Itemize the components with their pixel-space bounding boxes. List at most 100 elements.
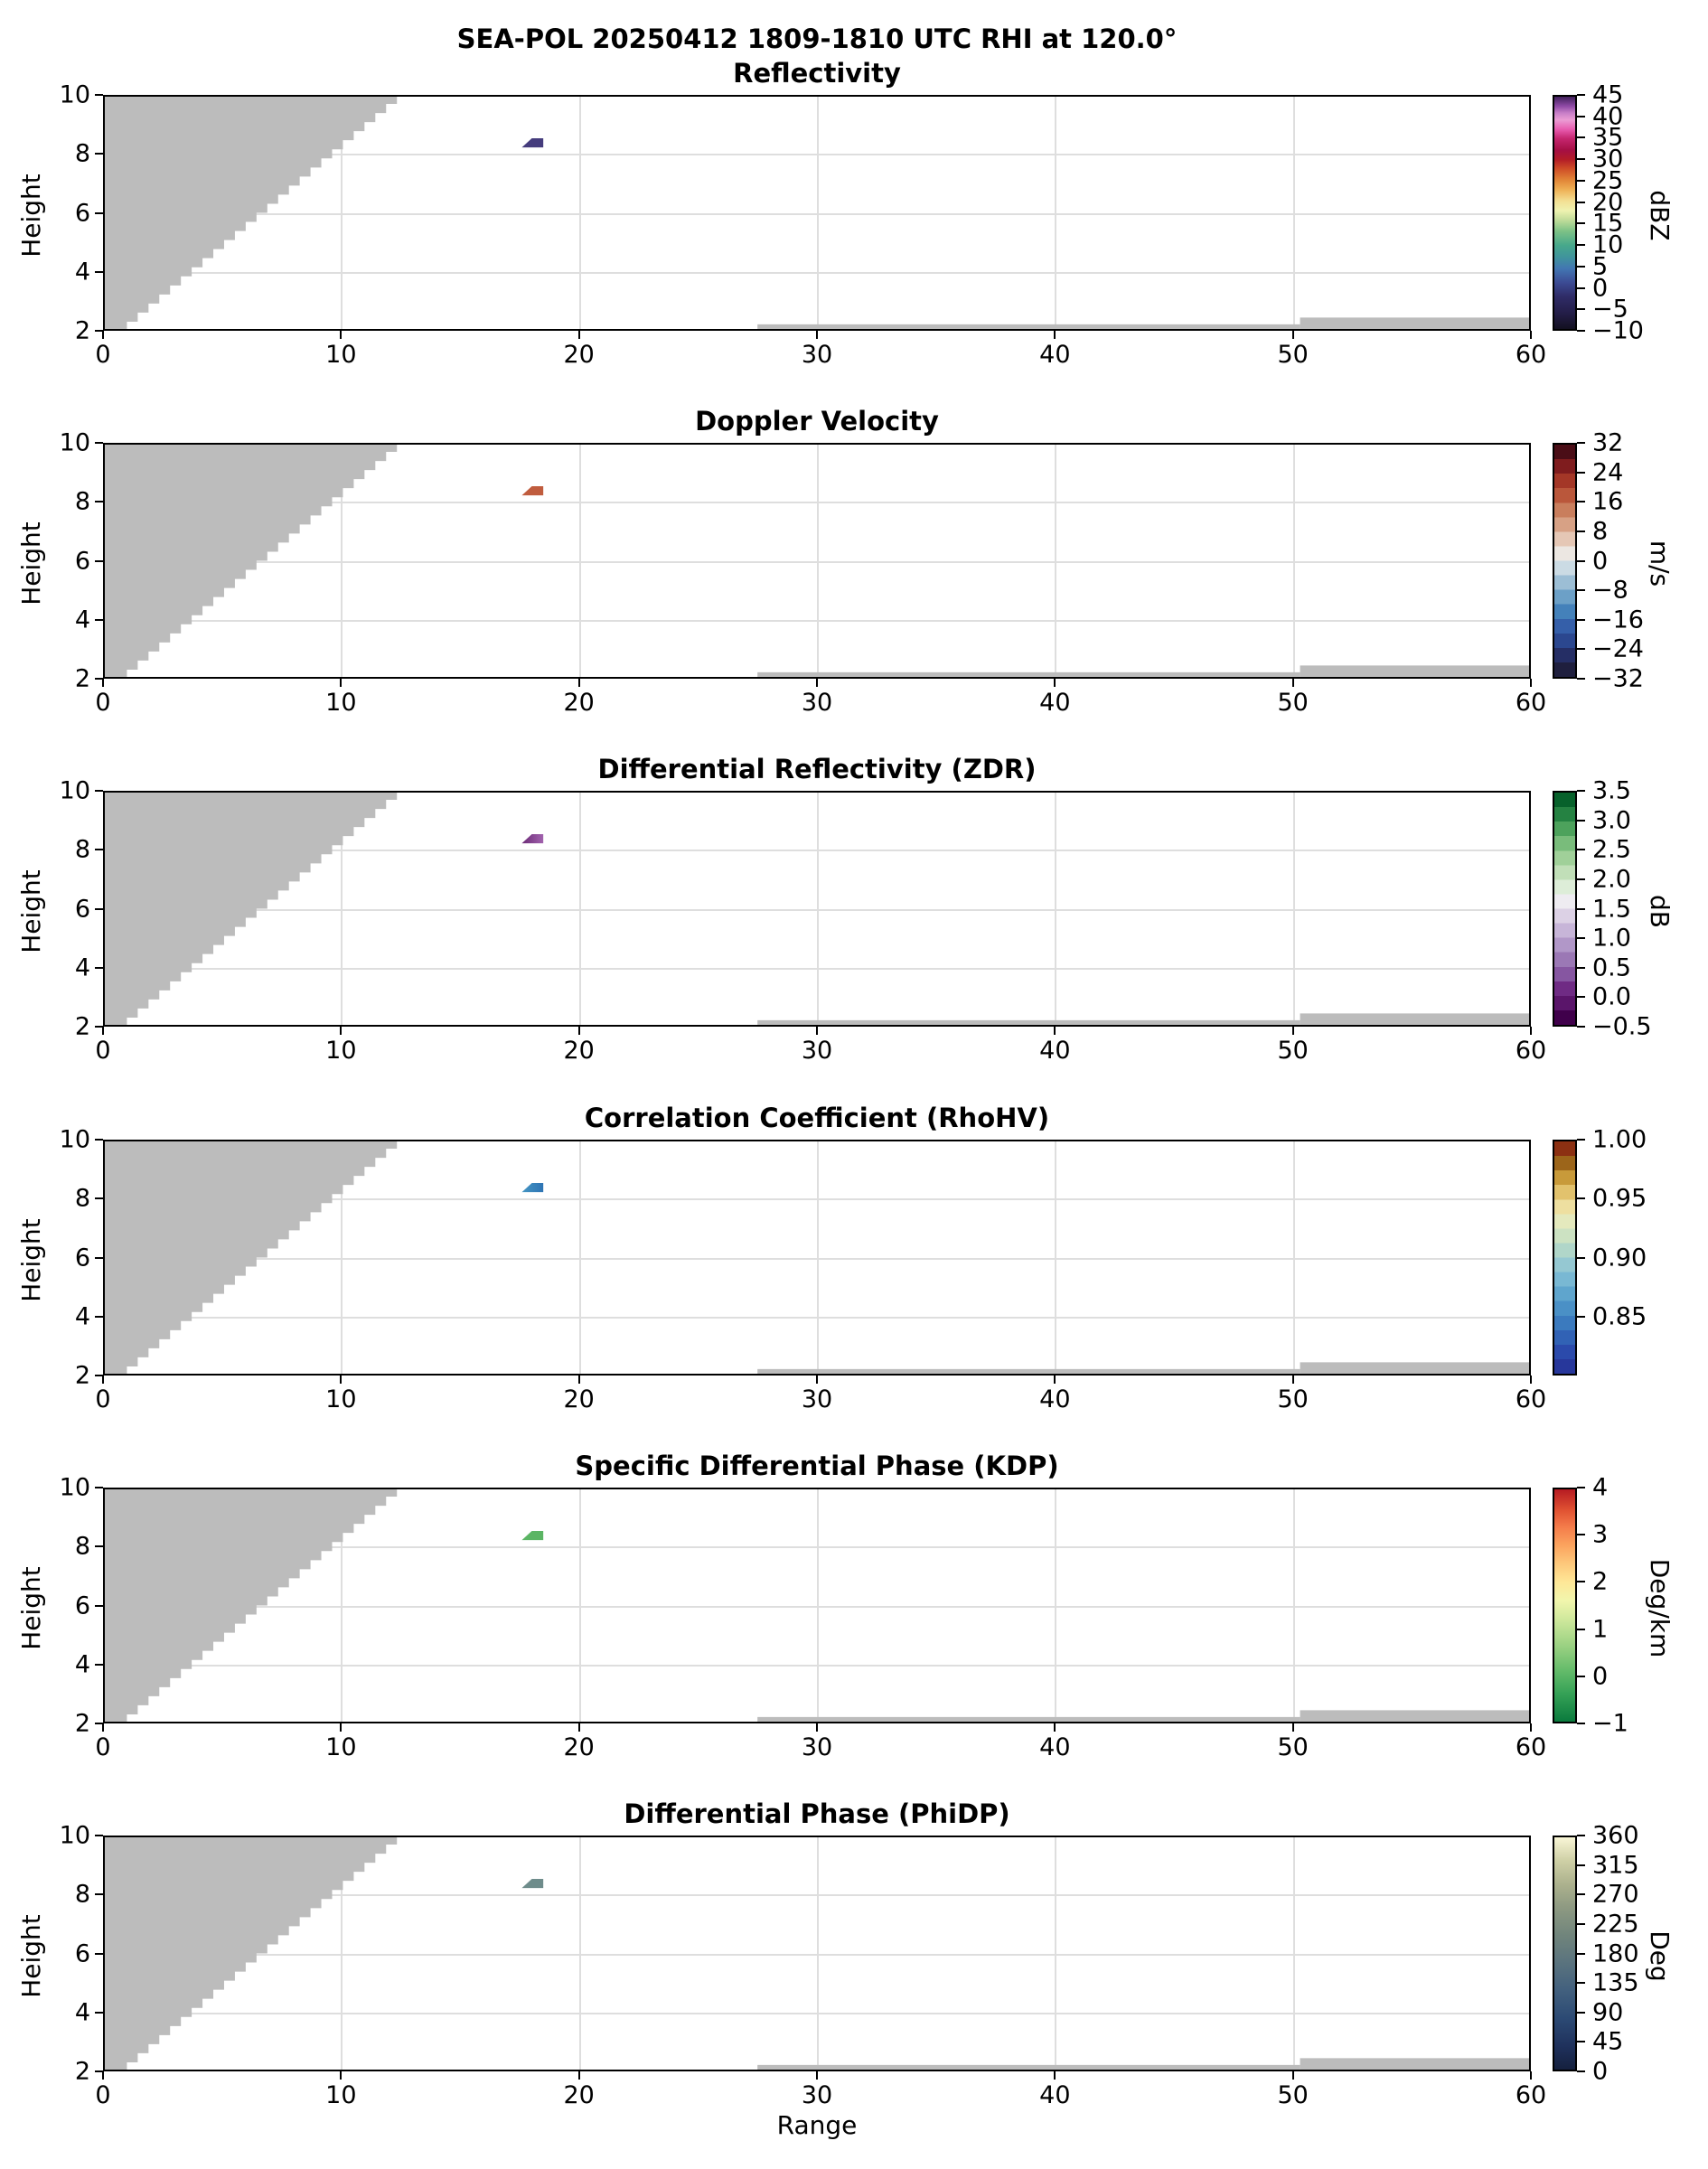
x-tick-label: 10 xyxy=(325,2081,357,2109)
y-tick-mark xyxy=(95,1545,103,1548)
panel-title: Doppler Velocity xyxy=(695,406,939,437)
x-tick-mark xyxy=(1530,1376,1532,1384)
y-tick-mark xyxy=(95,1315,103,1318)
y-tick-label: 2 xyxy=(74,1361,90,1390)
x-tick-label: 30 xyxy=(801,689,833,717)
data-layer xyxy=(103,95,1531,331)
grid-line-horizontal xyxy=(103,502,1531,504)
colorbar-tick-mark xyxy=(1577,1982,1585,1985)
y-tick-mark xyxy=(95,1604,103,1607)
x-tick-label: 20 xyxy=(563,1733,595,1761)
x-tick-mark xyxy=(102,1376,104,1384)
colorbar-tick-label: −24 xyxy=(1592,634,1644,663)
x-tick-mark xyxy=(1054,679,1056,687)
colorbar-tick-label: 90 xyxy=(1592,1998,1624,2027)
colorbar-tick-mark xyxy=(1577,115,1585,117)
colorbar-tick-mark xyxy=(1577,265,1585,268)
colorbar-tick-mark xyxy=(1577,559,1585,562)
y-tick-label: 6 xyxy=(74,1244,90,1272)
echo-patch xyxy=(521,1182,544,1193)
colorbar-tick-mark xyxy=(1577,1835,1585,1836)
colorbar-unit-label: dB xyxy=(1645,895,1675,928)
colorbar-tick-mark xyxy=(1577,1893,1585,1896)
x-tick-mark xyxy=(816,1027,818,1035)
colorbar-tick-mark xyxy=(1577,94,1585,96)
y-tick-label: 6 xyxy=(74,199,90,227)
colorbar-tick-mark xyxy=(1577,1628,1585,1630)
grid-line-horizontal xyxy=(103,1894,1531,1897)
y-tick-mark xyxy=(95,1487,103,1488)
colorbar-unit-label: Deg/km xyxy=(1645,1558,1675,1658)
x-tick-label: 20 xyxy=(563,2081,595,2109)
x-tick-mark xyxy=(577,2071,580,2080)
data-layer xyxy=(103,1836,1531,2071)
colorbar-tick-label: 45 xyxy=(1592,80,1624,109)
grid-line-horizontal xyxy=(103,1316,1531,1319)
x-tick-mark xyxy=(1291,2071,1294,2080)
y-tick-mark xyxy=(95,1139,103,1141)
blocked-wedge xyxy=(103,95,398,331)
colorbar-unit-label: m/s xyxy=(1645,540,1675,587)
blocked-wedge xyxy=(103,1488,398,1723)
colorbar-tick-mark xyxy=(1577,937,1585,940)
x-tick-label: 30 xyxy=(801,1037,833,1065)
colorbar-tick-label: 1 xyxy=(1592,1615,1609,1644)
x-tick-label: 50 xyxy=(1277,1385,1309,1413)
x-tick-mark xyxy=(340,1723,343,1732)
x-tick-label: 40 xyxy=(1039,1733,1071,1761)
colorbar-tick-label: 360 xyxy=(1592,1821,1639,1850)
x-tick-mark xyxy=(1291,331,1294,339)
colorbar-tick-label: 5 xyxy=(1592,252,1609,281)
colorbar-tick-mark xyxy=(1577,330,1585,332)
blocked-strip xyxy=(1300,1362,1531,1376)
y-tick-label: 10 xyxy=(59,1473,90,1502)
y-tick-mark xyxy=(95,790,103,792)
y-tick-label: 6 xyxy=(74,895,90,923)
colorbar-tick-mark xyxy=(1577,1581,1585,1583)
colorbar-tick-label: 16 xyxy=(1592,487,1624,516)
y-tick-mark xyxy=(95,1835,103,1836)
colorbar-tick-label: 35 xyxy=(1592,123,1624,152)
colorbar-tick-mark xyxy=(1577,136,1585,139)
plot-area xyxy=(103,1488,1531,1723)
colorbar-tick-mark xyxy=(1577,1139,1585,1141)
colorbar-tick-label: −1 xyxy=(1592,1709,1628,1738)
data-layer xyxy=(103,1140,1531,1376)
x-tick-mark xyxy=(102,679,104,687)
x-tick-mark xyxy=(1530,1723,1532,1732)
y-tick-mark xyxy=(95,330,103,332)
grid-layer xyxy=(103,1140,1531,1376)
y-tick-label: 10 xyxy=(59,1821,90,1850)
colorbar-tick-mark xyxy=(1577,790,1585,792)
colorbar-tick-label: 0 xyxy=(1592,547,1609,575)
colorbar-unit-label: Deg xyxy=(1645,1930,1675,1982)
colorbar-tick-label: −5 xyxy=(1592,295,1628,324)
y-tick-label: 8 xyxy=(74,1880,90,1909)
blocked-wedge xyxy=(103,1140,398,1376)
y-tick-label: 6 xyxy=(74,547,90,575)
colorbar-tick-label: 2 xyxy=(1592,1567,1609,1596)
grid-line-horizontal xyxy=(103,1664,1531,1667)
plot-area xyxy=(103,1140,1531,1376)
colorbar-tick-mark xyxy=(1577,1952,1585,1955)
colorbar-tick-label: 1.00 xyxy=(1592,1125,1647,1154)
x-tick-label: 50 xyxy=(1277,341,1309,369)
x-tick-label: 60 xyxy=(1515,689,1547,717)
x-tick-label: 20 xyxy=(563,1385,595,1413)
echo-patch xyxy=(521,833,544,844)
x-tick-label: 30 xyxy=(801,1733,833,1761)
x-tick-mark xyxy=(340,1027,343,1035)
y-tick-mark xyxy=(95,1026,103,1028)
y-tick-label: 10 xyxy=(59,776,90,805)
colorbar-tick-mark xyxy=(1577,158,1585,161)
y-tick-mark xyxy=(95,2011,103,2014)
colorbar-tick-label: 270 xyxy=(1592,1880,1639,1909)
y-tick-label: 4 xyxy=(74,606,90,634)
colorbar xyxy=(1553,1488,1577,1723)
colorbar-tick-label: −16 xyxy=(1592,606,1644,634)
grid-line-horizontal xyxy=(103,619,1531,622)
grid-line-horizontal xyxy=(103,1953,1531,1956)
x-tick-label: 50 xyxy=(1277,2081,1309,2109)
colorbar-tick-label: 3.5 xyxy=(1592,776,1631,805)
x-tick-label: 20 xyxy=(563,689,595,717)
